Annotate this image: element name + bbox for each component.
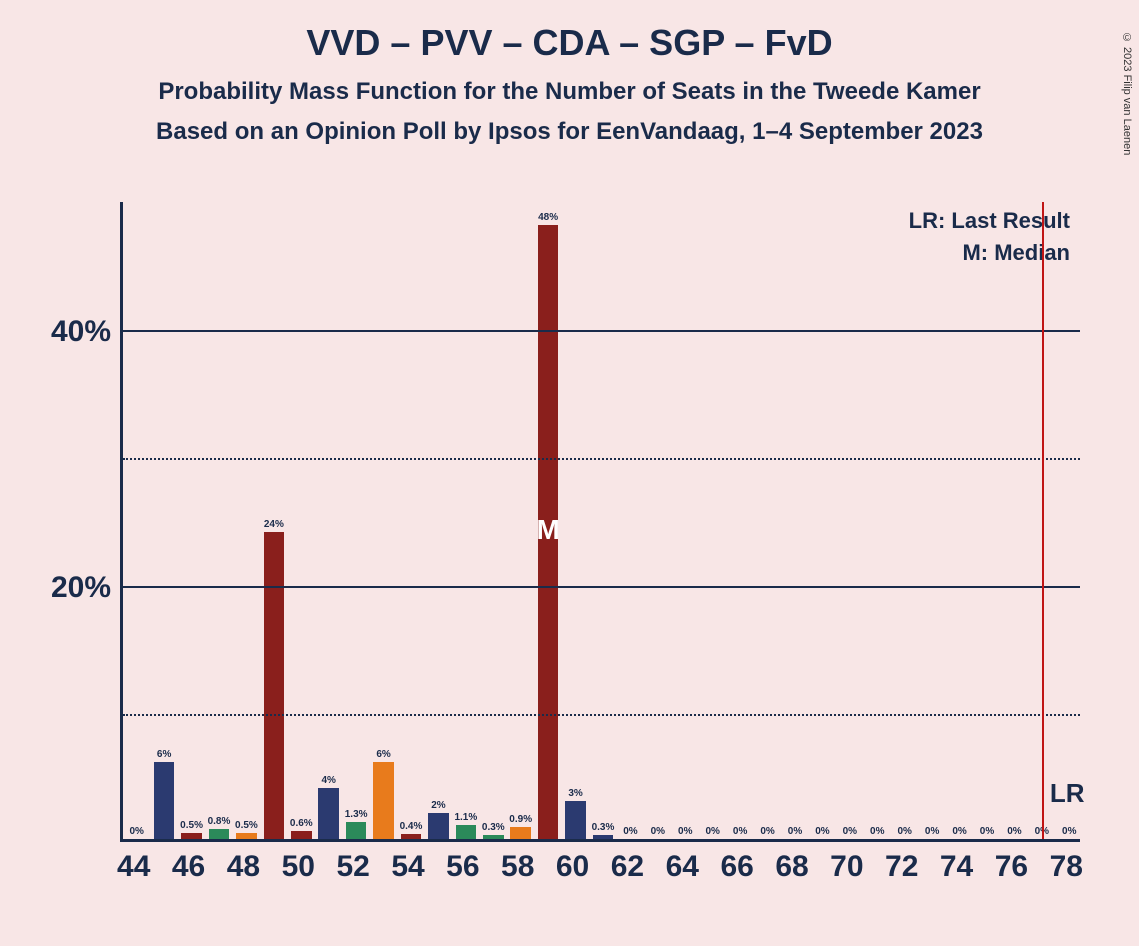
bar-value-label: 0% [760,826,774,837]
bar-value-label: 0% [897,826,911,837]
copyright-text: © 2023 Filip van Laenen [1121,32,1133,155]
bar-value-label: 0% [651,826,665,837]
chart-subtitle-1: Probability Mass Function for the Number… [0,78,1139,106]
x-tick-label: 78 [1050,850,1083,884]
x-tick-label: 52 [336,850,369,884]
bar: 24% [264,532,285,839]
gridline-major: 20% [123,586,1080,588]
x-tick-label: 66 [720,850,753,884]
bars-container: 0% 6% 0.5% 0.8% 0.5% 24% 0.6% 4% 1.3% 6% 0.4% 2% 1.1… [123,202,1080,839]
bar-value-label: 0% [870,826,884,837]
x-tick-label: 62 [611,850,644,884]
bar-value-label: 0.4% [400,821,423,832]
x-tick-label: 64 [666,850,699,884]
x-tick-label: 76 [995,850,1028,884]
bar-value-label: 0% [705,826,719,837]
x-axis-ticks: 44 46 48 50 52 54 56 58 60 62 64 66 68 70 72 74 76 78 [120,850,1080,900]
gridline-major: 40% [123,330,1080,332]
x-tick-label: 68 [775,850,808,884]
bar-value-label: 0% [980,826,994,837]
bar: 0.3% [593,835,614,839]
x-tick-label: 56 [446,850,479,884]
last-result-line [1042,202,1044,839]
x-tick-label: 70 [830,850,863,884]
bar-value-label: 0.3% [592,822,615,833]
bar: 1.3% [346,822,367,839]
bar-value-label: 2% [431,800,445,811]
x-tick-label: 74 [940,850,973,884]
bar: 0.5% [236,833,257,839]
bar: 2% [428,813,449,839]
bar: 1.1% [456,825,477,839]
bar-value-label: 0.8% [208,816,231,827]
bar-value-label: 0% [1062,826,1076,837]
x-tick-label: 50 [282,850,315,884]
bar-value-label: 0.9% [509,814,532,825]
last-result-label: LR [1050,778,1085,809]
plot-area: LR: Last Result M: Median 0%6%0.5%0.8%0.… [120,202,1080,842]
bar-value-label: 6% [157,749,171,760]
bar-value-label: 1.3% [345,809,368,820]
bar-value-label: 0% [843,826,857,837]
bar-value-label: 0% [952,826,966,837]
gridline-minor [123,458,1080,460]
x-tick-label: 54 [391,850,424,884]
x-tick-label: 58 [501,850,534,884]
x-tick-label: 46 [172,850,205,884]
bar: 0.4% [401,834,422,839]
bar-value-label: 0% [1007,826,1021,837]
y-tick-label: 40% [51,315,123,349]
bar-value-label: 0.3% [482,822,505,833]
chart-subtitle-2: Based on an Opinion Poll by Ipsos for Ee… [0,118,1139,146]
bar: 0.8% [209,829,230,839]
bar-value-label: 0.6% [290,818,313,829]
gridline-minor [123,714,1080,716]
median-marker: M [536,514,559,546]
bar-value-label: 0.5% [180,820,203,831]
y-tick-label: 20% [51,571,123,605]
bar: 0.6% [291,831,312,839]
bar: 6% [154,762,175,839]
x-tick-label: 44 [117,850,150,884]
bar: 0.5% [181,833,202,839]
x-tick-label: 72 [885,850,918,884]
chart-title: VVD – PVV – CDA – SGP – FvD [0,22,1139,64]
bar-value-label: 0% [129,826,143,837]
bar-value-label: 4% [321,775,335,786]
bar-value-label: 0% [788,826,802,837]
bar: 4% [318,788,339,839]
x-tick-label: 60 [556,850,589,884]
bar-value-label: 0% [678,826,692,837]
bar-value-label: 48% [538,212,558,223]
bar-value-label: 6% [376,749,390,760]
bar: 0.9% [510,827,531,839]
bar-value-label: 24% [264,519,284,530]
bar: 0.3% [483,835,504,839]
bar-value-label: 0% [815,826,829,837]
bar-value-label: 3% [568,788,582,799]
bar-value-label: 0% [925,826,939,837]
bar: 6% [373,762,394,839]
bar-value-label: 0% [733,826,747,837]
bar: 3% [565,801,586,839]
bar-value-label: 0.5% [235,820,258,831]
chart-area: LR: Last Result M: Median 0%6%0.5%0.8%0.… [60,202,1100,902]
bar-value-label: 0% [623,826,637,837]
x-tick-label: 48 [227,850,260,884]
bar-value-label: 1.1% [454,812,477,823]
